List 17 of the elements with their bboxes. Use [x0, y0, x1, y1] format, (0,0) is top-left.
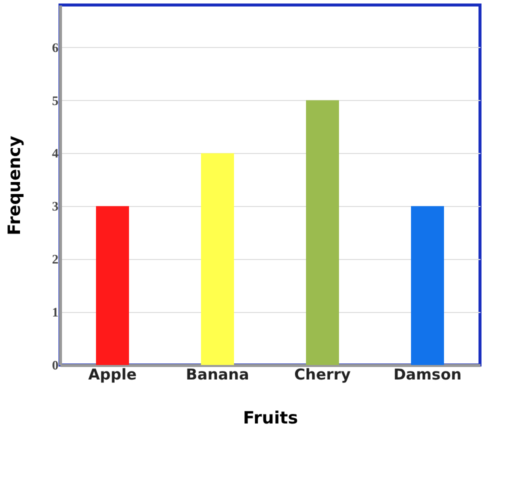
y-tick-label: 5 [52, 92, 59, 108]
y-tick-label: 1 [52, 304, 58, 320]
bar [201, 153, 234, 365]
y-tick-label: 2 [52, 252, 58, 267]
y-tick-label: 6 [52, 40, 59, 55]
x-tick-label: Cherry [294, 366, 351, 384]
y-tick-label: 0 [52, 358, 58, 372]
x-axis-title: Fruits [242, 408, 298, 428]
x-tick-label: Apple [88, 366, 137, 384]
y-axis-title: Frequency [5, 136, 25, 236]
x-tick-label: Damson [393, 366, 462, 384]
y-tick-label: 3 [52, 198, 59, 214]
bar [306, 100, 339, 365]
y-tick-label: 4 [52, 146, 59, 161]
bar [411, 206, 444, 365]
bar [96, 206, 129, 365]
x-tick-label: Banana [186, 366, 250, 384]
